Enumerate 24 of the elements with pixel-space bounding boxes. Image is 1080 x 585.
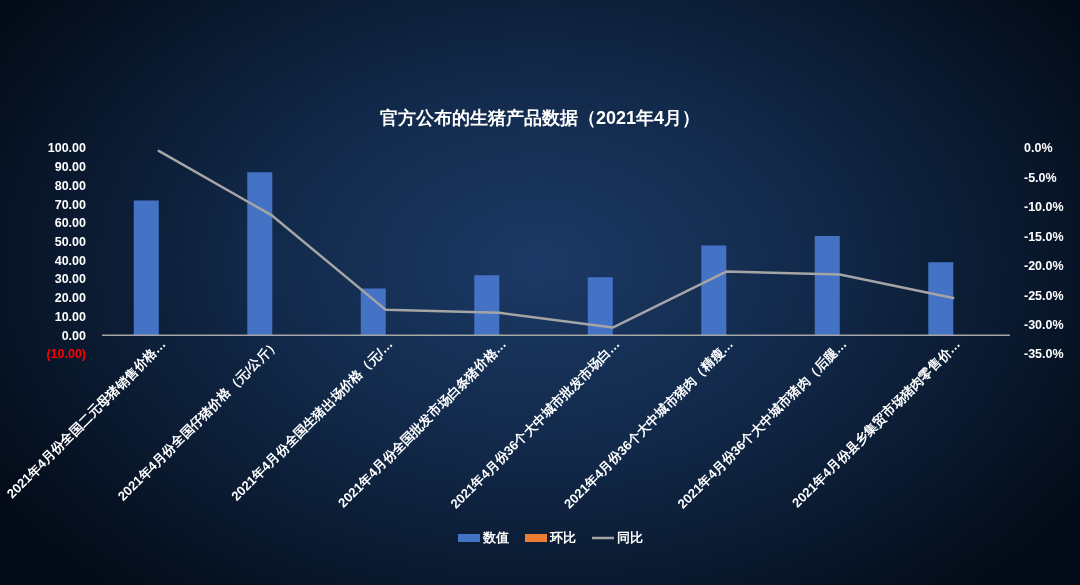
y2-tick-label: -30.0%: [1024, 317, 1064, 332]
y-tick-label: 20.00: [54, 291, 87, 306]
y2-tick-label: -25.0%: [1024, 288, 1064, 303]
legend-label: 数值: [482, 529, 509, 547]
legend-label: 同比: [616, 529, 643, 547]
y-tick-label: 90.00: [54, 160, 87, 175]
legend-label: 环比: [549, 529, 576, 547]
y-tick-label: (10.00): [46, 347, 86, 362]
y-tick-label: 10.00: [54, 309, 87, 324]
y-tick-label: 70.00: [54, 197, 87, 212]
y2-tick-label: -10.0%: [1024, 200, 1064, 215]
y2-tick-label: 0.0%: [1024, 141, 1053, 156]
y2-tick-label: -20.0%: [1024, 259, 1064, 274]
y-tick-label: 50.00: [54, 235, 87, 250]
y-tick-label: 0.00: [61, 328, 87, 343]
y-tick-label: 80.00: [54, 178, 87, 193]
y2-tick-label: -5.0%: [1024, 170, 1057, 185]
y-tick-label: 40.00: [54, 253, 87, 268]
y-tick-label: 30.00: [54, 272, 87, 287]
chart-title: 官方公布的生猪产品数据（2021年4月）: [378, 107, 702, 130]
y2-tick-label: -15.0%: [1024, 229, 1064, 244]
y-tick-label: 100.00: [47, 141, 87, 156]
y2-tick-label: -35.0%: [1024, 347, 1064, 362]
y-tick-label: 60.00: [54, 216, 87, 231]
